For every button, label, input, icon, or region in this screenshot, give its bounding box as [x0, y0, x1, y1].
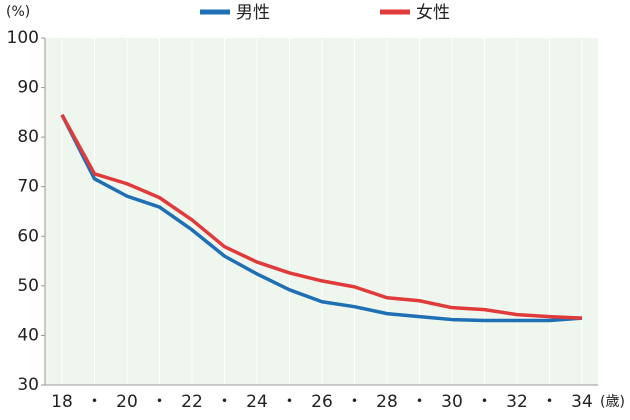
x-tick-label: 26 [311, 392, 333, 412]
x-tick-label: 20 [116, 392, 138, 412]
y-tick-label: 50 [17, 276, 39, 296]
x-tick-label: 32 [506, 392, 528, 412]
x-tick-label: ・ [411, 392, 428, 412]
x-tick-label: 34 [571, 392, 593, 412]
legend-label: 男性 [236, 3, 270, 23]
x-tick-label: ・ [346, 392, 363, 412]
y-tick-label: 90 [17, 78, 39, 98]
x-tick-label: ・ [541, 392, 558, 412]
x-tick-label: ・ [151, 392, 168, 412]
x-tick-label: ・ [216, 392, 233, 412]
y-tick-label: 70 [17, 177, 39, 197]
line-series [60, 113, 583, 320]
y-axis-label: (%) [6, 4, 30, 20]
x-tick-label: 30 [441, 392, 463, 412]
y-tick-label: 100 [7, 28, 39, 48]
x-tick-label: ・ [281, 392, 298, 412]
x-axis-label: (歳) [600, 394, 625, 410]
x-tick-label: ・ [86, 392, 103, 412]
x-tick-label: ・ [476, 392, 493, 412]
x-tick-label: 28 [376, 392, 398, 412]
y-tick-label: 30 [17, 375, 39, 395]
legend-label: 女性 [416, 3, 450, 23]
line-series [60, 114, 583, 323]
y-tick-label: 40 [17, 325, 39, 345]
x-tick-label: 18 [51, 392, 73, 412]
x-tick-label: 24 [246, 392, 268, 412]
x-tick-label: 22 [181, 392, 203, 412]
y-tick-label: 80 [17, 127, 39, 147]
y-tick-label: 60 [17, 226, 39, 246]
